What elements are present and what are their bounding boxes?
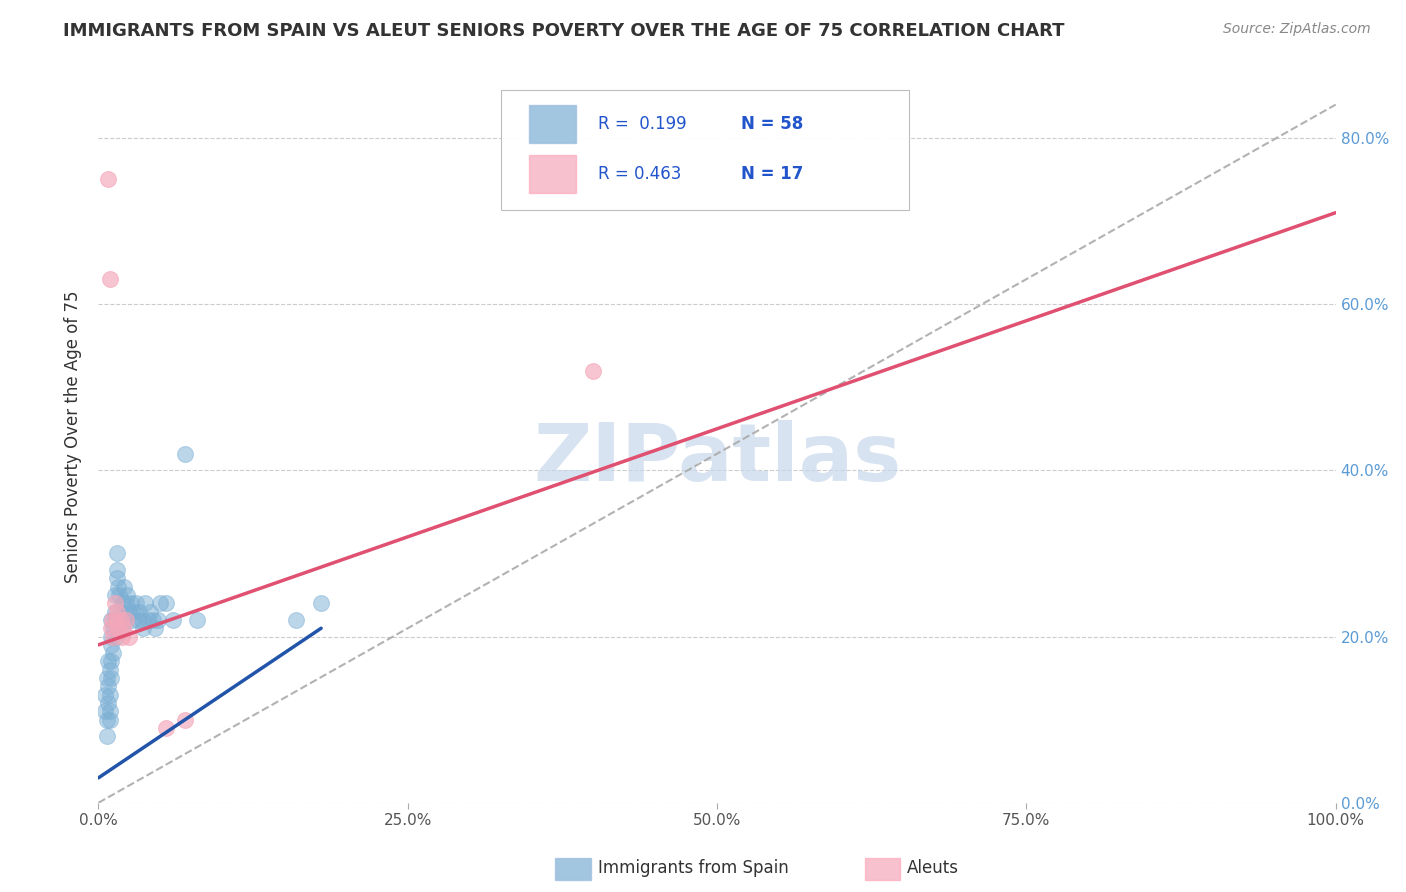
Point <box>103 596 125 610</box>
Point <box>98 688 121 702</box>
Point <box>104 613 127 627</box>
Text: R = 0.463: R = 0.463 <box>599 165 682 183</box>
Point <box>103 621 125 635</box>
Point <box>97 655 120 669</box>
Point <box>98 663 121 677</box>
Point <box>143 621 166 635</box>
Point <box>100 630 122 644</box>
Point <box>103 588 125 602</box>
Point <box>105 546 128 560</box>
Point <box>142 613 165 627</box>
Point <box>115 588 138 602</box>
Point <box>96 713 118 727</box>
Point <box>103 605 125 619</box>
Point <box>120 596 142 610</box>
Point <box>121 613 143 627</box>
Point <box>111 630 134 644</box>
Text: IMMIGRANTS FROM SPAIN VS ALEUT SENIORS POVERTY OVER THE AGE OF 75 CORRELATION CH: IMMIGRANTS FROM SPAIN VS ALEUT SENIORS P… <box>63 22 1064 40</box>
Point <box>97 696 120 710</box>
Point <box>98 713 121 727</box>
Point <box>114 596 136 610</box>
Point <box>174 713 197 727</box>
Point <box>112 596 135 610</box>
Point <box>93 705 115 719</box>
Point <box>118 605 141 619</box>
Point <box>112 621 135 635</box>
Point <box>98 705 121 719</box>
Point <box>111 621 134 635</box>
Point <box>110 605 132 619</box>
FancyBboxPatch shape <box>529 154 576 193</box>
Point <box>155 596 177 610</box>
Point <box>186 613 208 627</box>
Text: Immigrants from Spain: Immigrants from Spain <box>598 859 789 877</box>
Point <box>127 613 149 627</box>
Point <box>107 580 129 594</box>
Point <box>93 688 115 702</box>
FancyBboxPatch shape <box>501 90 908 211</box>
Y-axis label: Seniors Poverty Over the Age of 75: Seniors Poverty Over the Age of 75 <box>65 291 83 583</box>
Point <box>112 613 135 627</box>
Text: Source: ZipAtlas.com: Source: ZipAtlas.com <box>1223 22 1371 37</box>
Point <box>105 571 128 585</box>
Text: ZIPatlas: ZIPatlas <box>533 420 901 498</box>
Point <box>103 646 125 660</box>
Point <box>162 613 184 627</box>
Point <box>128 605 150 619</box>
Point <box>309 596 332 610</box>
Point <box>114 613 136 627</box>
Point <box>132 621 155 635</box>
Point <box>103 613 125 627</box>
Point <box>136 613 159 627</box>
Point <box>98 272 121 286</box>
Point <box>100 671 122 685</box>
Point <box>124 596 146 610</box>
Point <box>112 580 135 594</box>
Point <box>285 613 308 627</box>
Point <box>100 638 122 652</box>
Point <box>97 680 120 694</box>
Point <box>139 605 162 619</box>
Text: R =  0.199: R = 0.199 <box>599 115 688 133</box>
Point <box>97 172 120 186</box>
Point <box>101 613 124 627</box>
Text: Aleuts: Aleuts <box>907 859 959 877</box>
Point <box>582 363 605 377</box>
Point <box>155 721 177 735</box>
Point <box>100 613 122 627</box>
Point <box>105 605 128 619</box>
Point <box>149 596 172 610</box>
Point <box>96 671 118 685</box>
Point <box>100 621 122 635</box>
Point <box>122 605 145 619</box>
Point <box>114 613 136 627</box>
Point <box>103 630 125 644</box>
Point <box>134 596 156 610</box>
Point <box>146 613 169 627</box>
Point <box>104 630 127 644</box>
FancyBboxPatch shape <box>529 105 576 143</box>
Point <box>107 621 129 635</box>
Point <box>131 613 153 627</box>
Point <box>174 447 197 461</box>
Point <box>100 655 122 669</box>
Point <box>118 630 141 644</box>
Text: N = 17: N = 17 <box>741 165 803 183</box>
Point <box>96 729 118 743</box>
Point <box>105 563 128 577</box>
Text: N = 58: N = 58 <box>741 115 803 133</box>
Point <box>110 613 132 627</box>
Point <box>108 588 131 602</box>
